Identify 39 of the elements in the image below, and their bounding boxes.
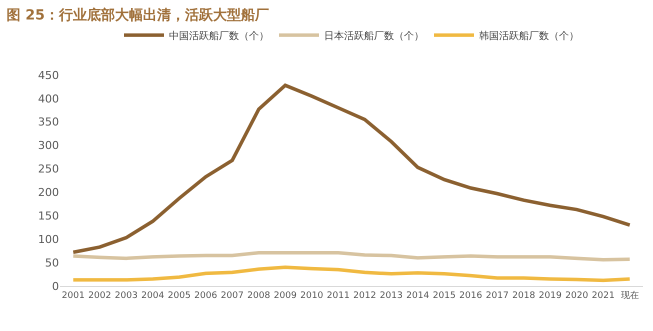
- y-tick-label: 250: [38, 162, 59, 176]
- x-tick-label: 2001: [62, 290, 85, 301]
- legend-label: 日本活跃船厂数（个）: [324, 30, 424, 42]
- x-tick-label: 2014: [406, 290, 430, 301]
- y-tick-label: 350: [38, 116, 59, 129]
- y-tick-label: 400: [38, 92, 59, 106]
- y-tick-label: 200: [38, 186, 59, 200]
- y-tick-label: 150: [38, 210, 59, 223]
- y-tick-label: 50: [45, 256, 59, 270]
- y-tick-label: 300: [38, 139, 59, 152]
- x-tick-label: 2013: [380, 290, 403, 301]
- chart-title: 图 25：行业底部大幅出清，活跃大型船厂: [6, 6, 269, 24]
- x-tick-label: 2009: [274, 290, 297, 301]
- x-tick-label: 2004: [141, 290, 164, 301]
- line-series: [72, 265, 632, 282]
- line-series: [72, 250, 632, 262]
- x-tick-label: 2017: [486, 290, 509, 301]
- x-tick-label: 2020: [565, 290, 588, 301]
- line-series: [72, 84, 632, 254]
- x-tick-label: 2018: [512, 290, 536, 301]
- legend-label: 中国活跃船厂数（个）: [169, 30, 269, 42]
- x-tick-label: 2003: [114, 290, 138, 301]
- x-tick-label: 2005: [168, 290, 191, 301]
- x-tick-label: 2016: [459, 290, 482, 301]
- y-tick-label: 100: [38, 232, 59, 246]
- x-tick-label: 2019: [538, 290, 562, 301]
- y-tick-label: 0: [52, 280, 59, 293]
- y-tick-label: 450: [38, 68, 59, 82]
- x-tick-label: 2011: [326, 290, 350, 301]
- x-tick-label: 2010: [300, 290, 324, 301]
- x-tick-label: 2012: [353, 290, 376, 301]
- x-tick-label: 2008: [247, 290, 270, 301]
- x-tick-label: 2002: [88, 290, 112, 301]
- x-tick-label: 2015: [432, 290, 456, 301]
- x-tick-label: 2006: [194, 290, 218, 301]
- x-tick-label: 2007: [220, 290, 244, 301]
- x-tick-label: 现在: [620, 290, 639, 301]
- x-tick-label: 2021: [592, 290, 615, 301]
- legend-label: 韩国活跃船厂数（个）: [479, 30, 579, 42]
